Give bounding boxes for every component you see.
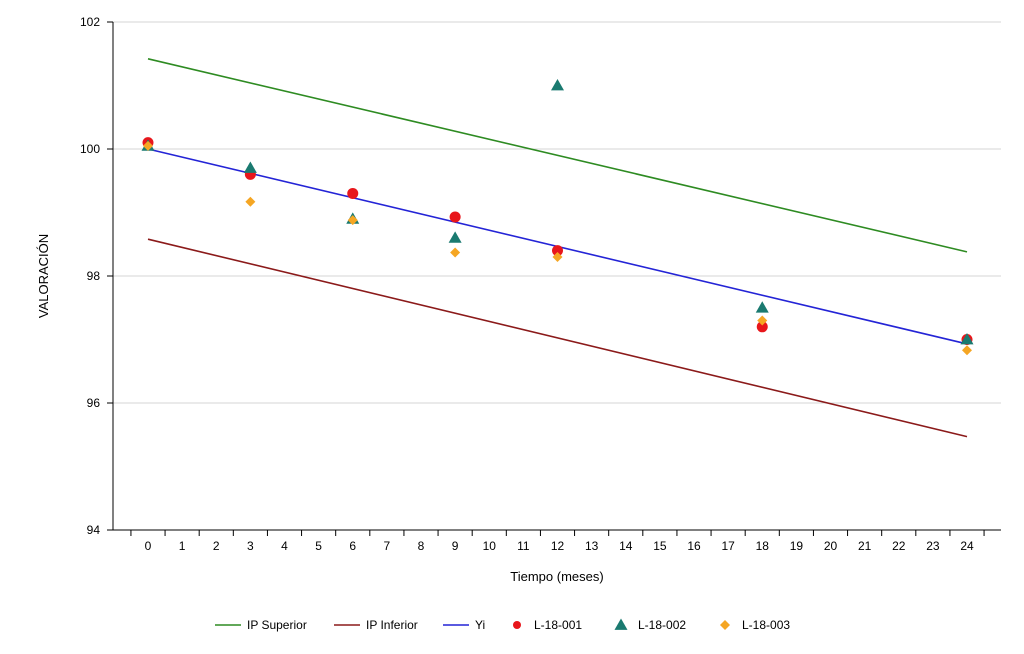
x-tick-label: 21	[858, 539, 872, 553]
x-tick-label: 24	[960, 539, 974, 553]
line-ip-superior	[147, 58, 968, 253]
legend-item: Yi	[443, 618, 485, 632]
point-l-18-002	[960, 333, 974, 345]
x-tick-label: 4	[281, 539, 288, 553]
x-tick-label: 2	[213, 539, 220, 553]
legend-label: L-18-001	[534, 618, 582, 632]
point-l-18-002	[243, 161, 257, 173]
x-tick-label: 13	[585, 539, 599, 553]
legend: IP Superior IP Inferior Yi L-18-001 L-18-002…	[215, 618, 790, 632]
x-tick-label: 9	[452, 539, 459, 553]
point-l-18-003	[143, 140, 153, 151]
x-tick-label: 23	[926, 539, 940, 553]
legend-item: L-18-001	[513, 618, 582, 632]
legend-label: IP Inferior	[366, 618, 418, 632]
y-tick-label: 94	[87, 523, 101, 537]
y-tick-label: 100	[80, 142, 100, 156]
y-tick-label: 96	[87, 396, 101, 410]
point-l-18-003	[757, 315, 768, 326]
x-tick-label: 16	[687, 539, 701, 553]
x-tick-label: 11	[517, 539, 530, 553]
x-tick-label: 20	[824, 539, 838, 553]
x-tick-label: 18	[756, 539, 770, 553]
y-axis-title: VALORACIÓN	[36, 234, 51, 318]
point-l-18-001	[552, 245, 563, 257]
point-l-18-001	[449, 211, 461, 223]
x-tick-label: 0	[145, 539, 152, 553]
x-tick-label: 8	[418, 539, 425, 553]
x-tick-label: 1	[179, 539, 186, 553]
point-l-18-002	[551, 79, 564, 91]
points-layer	[141, 79, 974, 356]
point-l-18-002	[448, 231, 462, 243]
x-tick-label: 12	[551, 539, 565, 553]
legend-item: L-18-003	[720, 618, 790, 632]
legend-item: IP Superior	[215, 618, 307, 632]
point-l-18-001	[756, 321, 768, 333]
x-tick-label: 17	[721, 539, 735, 553]
legend-swatch	[720, 620, 730, 630]
legend-label: Yi	[475, 618, 485, 632]
x-tick-label: 3	[247, 539, 254, 553]
legend-swatch	[513, 621, 521, 629]
legend-item: IP Inferior	[334, 618, 418, 632]
point-l-18-003	[552, 251, 563, 262]
x-tick-label: 10	[483, 539, 497, 553]
point-l-18-003	[450, 247, 461, 258]
x-tick-label: 5	[315, 539, 322, 553]
point-l-18-003	[962, 345, 972, 356]
point-l-18-003	[347, 215, 358, 226]
line-ip-inferior	[147, 238, 968, 438]
x-tick-label: 14	[619, 539, 633, 553]
grid-layer	[113, 21, 1001, 404]
point-l-18-001	[347, 187, 359, 199]
legend-label: L-18-002	[638, 618, 686, 632]
point-l-18-002	[755, 301, 769, 313]
legend-label: IP Superior	[247, 618, 307, 632]
x-tick-label: 22	[892, 539, 906, 553]
x-tick-label: 7	[384, 539, 391, 553]
x-tick-label: 15	[653, 539, 667, 553]
x-tick-label: 19	[790, 539, 804, 553]
x-tick-label: 6	[349, 539, 356, 553]
y-tick-label: 98	[87, 269, 101, 283]
legend-label: L-18-003	[742, 618, 790, 632]
legend-item: L-18-002	[614, 618, 686, 632]
y-tick-label: 102	[80, 15, 100, 29]
point-l-18-003	[245, 196, 256, 207]
x-axis-title: Tiempo (meses)	[510, 569, 603, 584]
legend-swatch	[614, 618, 628, 630]
